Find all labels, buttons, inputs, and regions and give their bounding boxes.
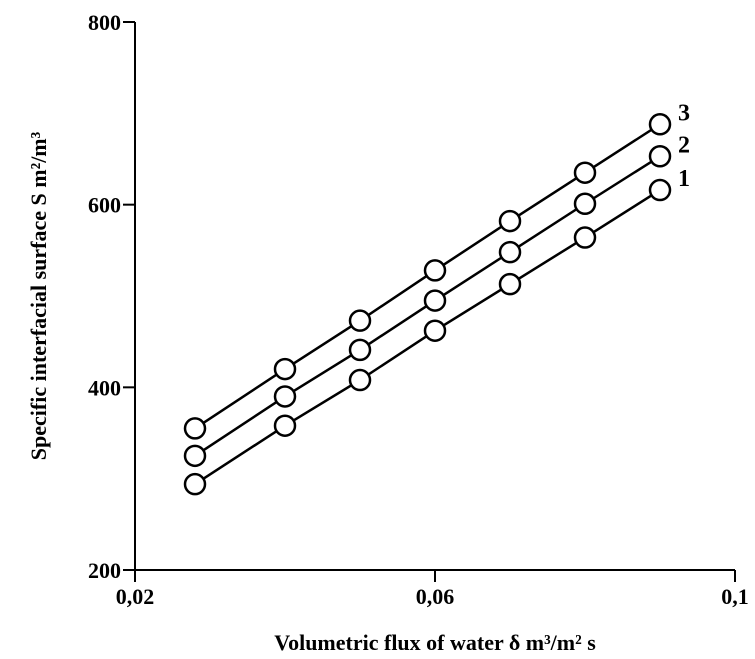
x-axis-label: Volumetric flux of water δ m³/m² s — [274, 630, 596, 655]
x-tick-label: 0,02 — [116, 584, 155, 609]
data-point — [648, 145, 672, 168]
data-point — [573, 226, 597, 249]
data-point — [348, 309, 372, 332]
data-point — [183, 472, 207, 496]
data-point — [498, 240, 522, 264]
data-point — [348, 368, 372, 392]
series-label: 2 — [678, 132, 690, 158]
series-1: 1 — [183, 166, 690, 496]
data-point — [183, 417, 207, 440]
data-point — [423, 289, 447, 312]
x-tick-label: 0,1 — [721, 584, 749, 609]
ticks: 200 400 600 800 0,02 0,06 0,1 — [88, 10, 749, 609]
y-axis-label: Specific interfacial surface S m²/m³ — [26, 131, 51, 460]
plot-area: 1 2 3 — [183, 100, 690, 496]
series-2: 2 — [183, 132, 690, 468]
data-point — [273, 385, 297, 408]
data-point — [648, 113, 672, 136]
data-point — [498, 209, 522, 233]
data-point — [423, 259, 447, 282]
series-3: 3 — [183, 100, 690, 440]
data-point — [348, 338, 372, 362]
data-point — [273, 357, 297, 381]
data-point — [648, 178, 672, 202]
y-tick-label: 800 — [88, 10, 121, 35]
data-point — [423, 319, 447, 342]
data-point — [183, 444, 207, 468]
y-tick-label: 200 — [88, 558, 121, 583]
data-point — [498, 272, 522, 296]
data-point — [573, 192, 597, 216]
series-label: 1 — [678, 166, 690, 192]
y-tick-label: 600 — [88, 193, 121, 218]
data-point — [273, 414, 297, 437]
data-point — [573, 161, 597, 184]
x-tick-label: 0,06 — [416, 584, 455, 609]
series-label: 3 — [678, 100, 690, 126]
y-tick-label: 400 — [88, 375, 121, 400]
